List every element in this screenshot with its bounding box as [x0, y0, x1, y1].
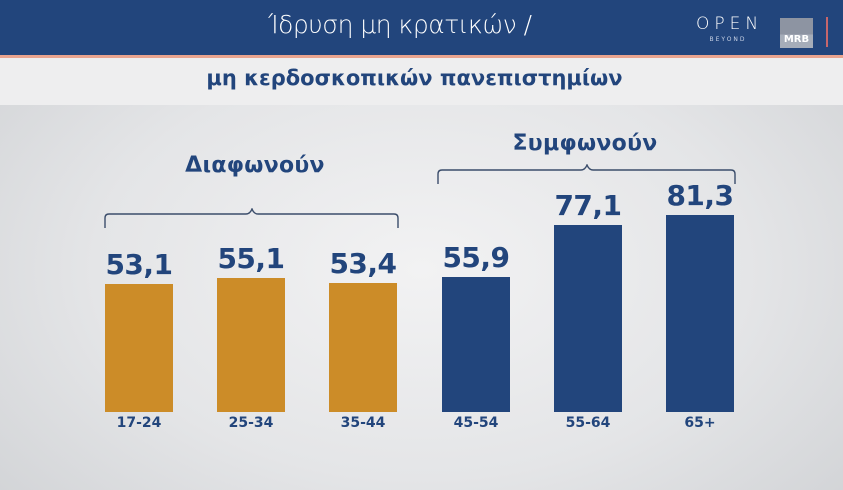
- brace-disagree: [104, 208, 399, 228]
- mrb-logo: MRB: [780, 18, 813, 48]
- logo-divider: [826, 17, 828, 47]
- value-label: 53,4: [329, 247, 397, 280]
- accent-line: [0, 55, 843, 58]
- bar-35-44: [329, 283, 397, 412]
- category-label: 35-44: [340, 415, 386, 431]
- value-label: 53,1: [105, 248, 173, 281]
- bar-55-64: [554, 225, 622, 412]
- category-label: 25-34: [228, 415, 274, 431]
- value-label: 77,1: [554, 189, 622, 222]
- value-label: 81,3: [666, 179, 734, 212]
- value-label: 55,1: [217, 242, 285, 275]
- chart-title: Ίδρυση μη κρατικών /: [268, 10, 532, 39]
- bar-25-34: [217, 278, 285, 412]
- chart-subtitle: μη κερδοσκοπικών πανεπιστημίων: [206, 66, 623, 90]
- bar-17-24: [105, 284, 173, 412]
- bar-45-54: [442, 277, 510, 412]
- value-label: 55,9: [442, 241, 510, 274]
- open-logo: OPEN BEYOND: [696, 14, 764, 44]
- bar-65-plus: [666, 215, 734, 412]
- brace-agree: [437, 164, 736, 184]
- category-label: 65+: [684, 415, 716, 431]
- group-label-disagree: Διαφωνούν: [185, 153, 325, 178]
- category-label: 45-54: [453, 415, 499, 431]
- group-label-agree: Συμφωνούν: [512, 131, 658, 156]
- category-label: 55-64: [565, 415, 611, 431]
- subtitle-band: μη κερδοσκοπικών πανεπιστημίων: [0, 58, 843, 105]
- header-bar: Ίδρυση μη κρατικών / OPEN BEYOND MRB: [0, 0, 843, 55]
- category-label: 17-24: [116, 415, 162, 431]
